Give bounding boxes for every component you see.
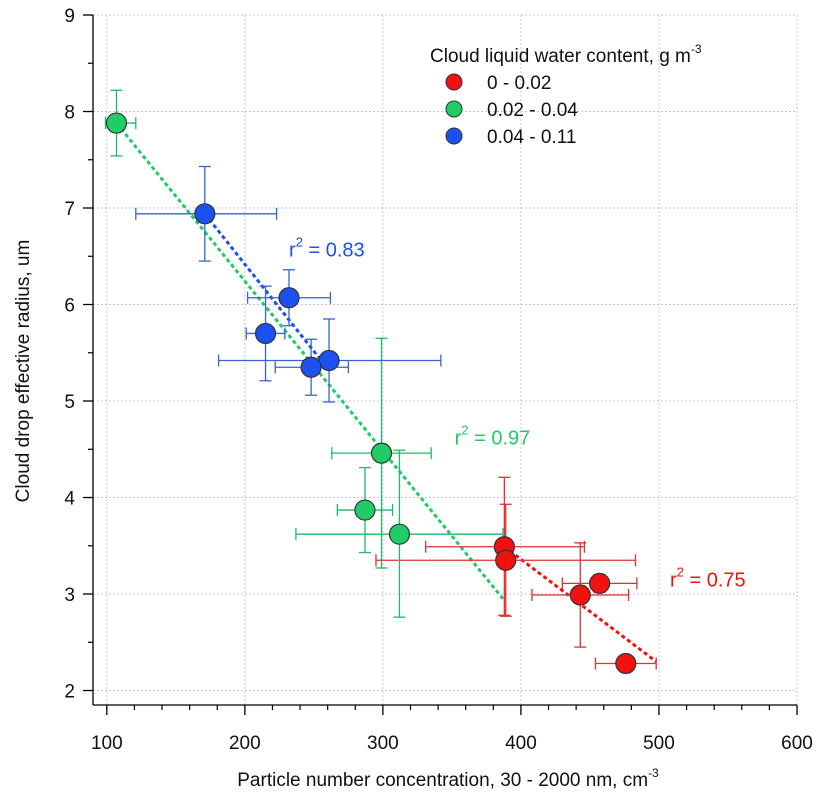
y-tick-label: 9 xyxy=(64,6,75,27)
grid-layer xyxy=(93,14,798,705)
data-point xyxy=(589,572,611,595)
x-tick-label: 500 xyxy=(643,733,675,754)
data-point xyxy=(105,112,128,134)
legend-title-sup: -3 xyxy=(691,42,702,56)
legend-marker xyxy=(445,127,463,145)
r2-superscript: 2 xyxy=(677,564,684,579)
legend-title-text: Cloud liquid water content, g m xyxy=(430,46,691,67)
y-tick-label: 8 xyxy=(64,103,75,124)
r2-value: = 0.75 xyxy=(684,569,746,591)
x-axis-label: Particle number concentration, 30 - 2000… xyxy=(237,766,659,791)
y-tick-label: 5 xyxy=(64,392,75,413)
r2-value: = 0.83 xyxy=(303,239,365,261)
legend-label: 0 - 0.02 xyxy=(487,73,551,94)
r2-annotation: r2 = 0.97 xyxy=(455,422,531,449)
y-tick-label: 7 xyxy=(64,199,75,220)
point-layer xyxy=(105,112,637,675)
y-tick-label: 4 xyxy=(64,489,75,510)
data-point xyxy=(300,356,322,378)
legend-marker xyxy=(445,73,463,91)
r2-prefix: r xyxy=(289,239,296,261)
data-point xyxy=(569,584,591,606)
r2-prefix: r xyxy=(455,427,462,449)
y-tick-label: 3 xyxy=(64,585,75,606)
data-point xyxy=(318,349,340,372)
r2-value: = 0.97 xyxy=(469,427,531,449)
data-point xyxy=(388,523,411,545)
data-point xyxy=(354,499,376,521)
x-tick-label: 200 xyxy=(229,733,261,754)
x-axis-label-sup: -3 xyxy=(648,766,659,780)
fit-line-0 xyxy=(503,545,658,663)
legend: Cloud liquid water content, g m-3 0 - 0.0… xyxy=(430,42,702,148)
r2-superscript: 2 xyxy=(461,422,468,437)
data-point xyxy=(370,442,393,464)
y-tick-label: 6 xyxy=(64,296,75,317)
r2-superscript: 2 xyxy=(296,234,303,249)
data-point xyxy=(615,652,637,675)
data-point xyxy=(194,203,216,225)
x-tick-label: 400 xyxy=(505,733,537,754)
y-tick-label: 2 xyxy=(64,682,75,703)
x-tick-label: 600 xyxy=(781,733,813,754)
r2-annotation: r2 = 0.75 xyxy=(670,564,746,591)
data-point xyxy=(278,287,300,309)
data-point xyxy=(254,322,277,345)
axes-layer: 2 3 4 5 6 7 8 9 100 200 300 400 500 600 xyxy=(64,6,812,754)
data-point xyxy=(495,549,517,571)
fit-line-2 xyxy=(203,212,332,373)
r2-prefix: r xyxy=(670,569,677,591)
legend-marker xyxy=(445,100,463,118)
x-tick-label: 300 xyxy=(367,733,399,754)
error-bar-layer xyxy=(104,89,657,670)
legend-label: 0.02 - 0.04 xyxy=(487,100,578,121)
legend-label: 0.04 - 0.11 xyxy=(487,127,576,148)
fit-layer xyxy=(115,122,658,663)
legend-title: Cloud liquid water content, g m-3 xyxy=(430,42,702,67)
x-tick-label: 100 xyxy=(91,733,123,754)
y-axis-label: Cloud drop effective radius, um xyxy=(13,240,34,503)
r2-annotation: r2 = 0.83 xyxy=(289,234,365,261)
